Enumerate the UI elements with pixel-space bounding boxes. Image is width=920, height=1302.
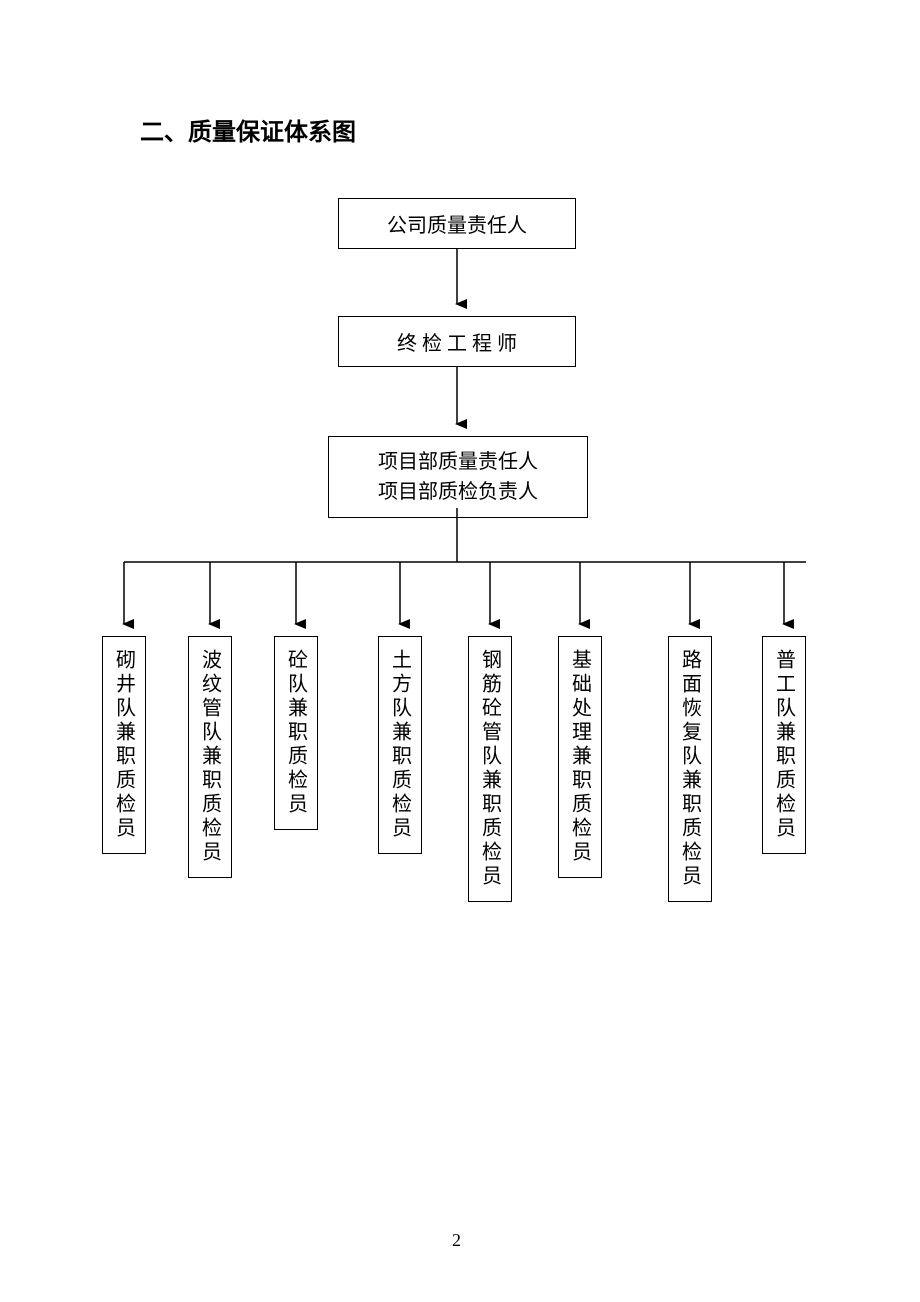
page-number: 2 <box>452 1230 461 1251</box>
connectors <box>0 0 920 1302</box>
